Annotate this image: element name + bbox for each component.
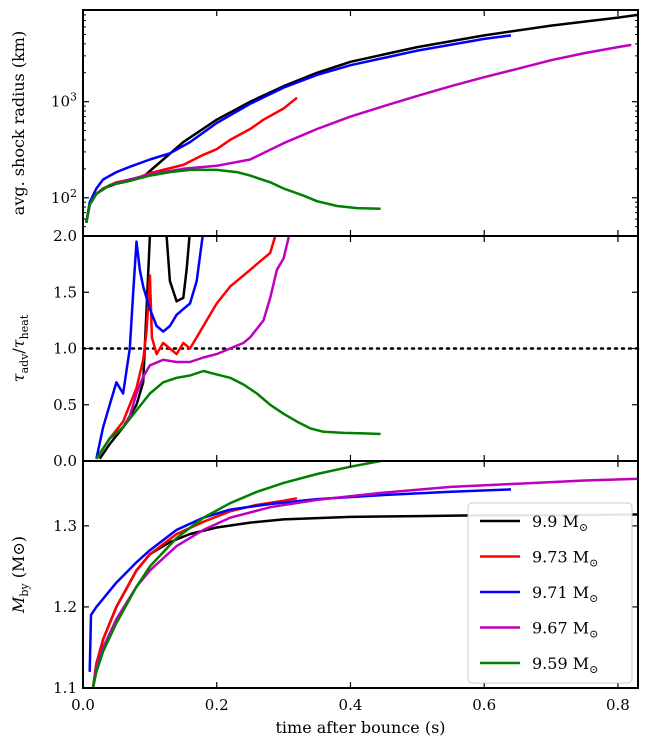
legend-label-3: 9.71 M⊙	[532, 583, 598, 605]
series-line-5	[85, 168, 381, 223]
y-axis-label: τadv/τheat	[9, 314, 31, 382]
y-axis-label-tau: τ	[9, 372, 28, 382]
series-line-4	[95, 236, 291, 460]
legend-label-value: 9.59	[532, 654, 573, 673]
y-axis-label-tau: τ	[9, 338, 28, 348]
legend-label-sub: ⊙	[589, 592, 598, 605]
y-tick-label: 1.2	[53, 598, 77, 616]
legend-label-value: 9.71	[532, 583, 573, 602]
legend-label-unit: M	[573, 548, 589, 567]
legend-label-value: 9.67	[532, 619, 573, 638]
y-axis-label: Mby (M⊙)	[9, 536, 31, 614]
x-tick-label: 0.0	[71, 696, 95, 714]
y-tick-label: 102	[51, 187, 77, 207]
legend-label-unit: M	[573, 619, 589, 638]
y-tick-label: 1.1	[53, 679, 77, 697]
y-axis-label-unit: (M⊙)	[9, 536, 28, 583]
y-axis-label-slash: /	[9, 348, 28, 354]
y-tick-label-base: 10	[51, 93, 70, 111]
legend-label-sub: ⊙	[589, 628, 598, 641]
legend-label-unit: M	[563, 512, 579, 531]
panel-3: 1.1 1.2 1.3 0.0 0.2 0.4 0.6 0.8 Mby (M⊙) time aft…	[9, 460, 639, 737]
legend-box	[467, 502, 633, 684]
legend-label-value: 9.73	[532, 548, 573, 567]
legend: 9.9 M⊙9.73 M⊙9.71 M⊙9.67 M⊙9.59 M⊙	[467, 502, 633, 684]
series-line-3	[88, 488, 512, 672]
legend-label-5: 9.59 M⊙	[532, 654, 598, 676]
y-tick-label: 1.5	[53, 283, 77, 301]
y-tick-label: 0.0	[53, 452, 77, 470]
legend-label-sub: ⊙	[589, 557, 598, 570]
y-axis-label-sub: heat	[18, 314, 31, 339]
y-tick-label-exponent: 3	[70, 91, 77, 104]
y-tick-label: 1.3	[53, 517, 77, 535]
x-tick-label: 0.8	[606, 696, 630, 714]
y-tick-label-exponent: 2	[70, 187, 77, 200]
series-line-3	[85, 34, 512, 223]
x-tick-label: 0.6	[472, 696, 496, 714]
legend-label-unit: M	[573, 654, 589, 673]
series-line-2	[95, 236, 277, 460]
y-axis-label-m: M	[9, 596, 28, 614]
series-line-3	[95, 236, 204, 460]
panel-frame	[82, 460, 639, 689]
series-line-4	[91, 477, 638, 688]
series-group	[95, 236, 381, 460]
series-group	[88, 461, 638, 688]
y-tick-label: 103	[51, 91, 77, 111]
legend-label-2: 9.73 M⊙	[532, 548, 598, 570]
x-axis-label: time after bounce (s)	[275, 718, 445, 737]
legend-label-1: 9.9 M⊙	[532, 512, 588, 534]
legend-label-sub: ⊙	[589, 663, 598, 676]
legend-label-sub: ⊙	[579, 521, 588, 534]
series-line-5	[91, 461, 381, 688]
legend-label-4: 9.67 M⊙	[532, 619, 598, 641]
y-tick-label-base: 10	[51, 189, 70, 207]
y-axis-label-sub: by	[18, 583, 31, 597]
y-axis-label-sub: adv	[18, 353, 31, 374]
x-tick-label: 0.2	[205, 696, 229, 714]
legend-label-value: 9.9	[532, 512, 563, 531]
series-group	[85, 13, 638, 223]
x-tick-label: 0.4	[339, 696, 363, 714]
y-axis-label: avg. shock radius (km)	[9, 31, 28, 215]
y-tick-label: 1.0	[53, 340, 77, 358]
series-line-5	[95, 369, 381, 460]
y-tick-label: 0.5	[53, 396, 77, 414]
y-tick-label: 2.0	[53, 227, 77, 245]
legend-label-unit: M	[573, 583, 589, 602]
